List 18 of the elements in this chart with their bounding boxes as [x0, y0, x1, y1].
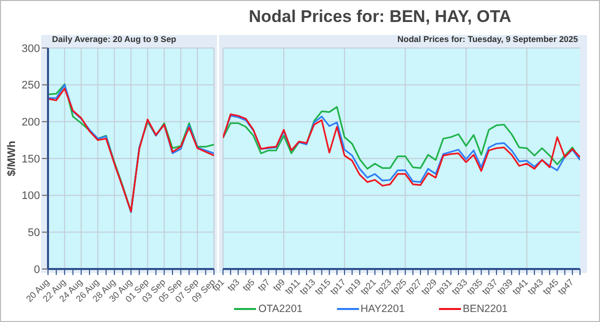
legend-label: HAY2201	[360, 303, 405, 315]
x-tick-label: tp3	[225, 277, 242, 293]
chart-subtitle: Daily Average: 20 Aug to 9 Sep	[52, 34, 176, 44]
y-tick-label: 150	[22, 153, 40, 166]
x-tick-label: tp9	[270, 277, 287, 293]
x-tick-label: tp7	[256, 277, 272, 293]
y-tick-label: 300	[22, 42, 40, 55]
y-tick-label: 100	[22, 190, 40, 202]
x-tick-label: tp5	[240, 277, 256, 293]
y-tick-label: 200	[22, 116, 40, 129]
legend-label: BEN2201	[462, 303, 508, 315]
legend-label: OTA2201	[258, 303, 303, 315]
y-tick-label: 250	[22, 80, 40, 92]
y-tick-label: 50	[28, 227, 40, 240]
chart-title: Nodal Prices for: BEN, HAY, OTA	[248, 7, 512, 27]
chart-subtitle: Nodal Prices for: Tuesday, 9 September 2025	[397, 34, 578, 44]
y-axis-title: $/MWh	[6, 140, 18, 176]
y-tick-label: 0	[34, 264, 40, 276]
